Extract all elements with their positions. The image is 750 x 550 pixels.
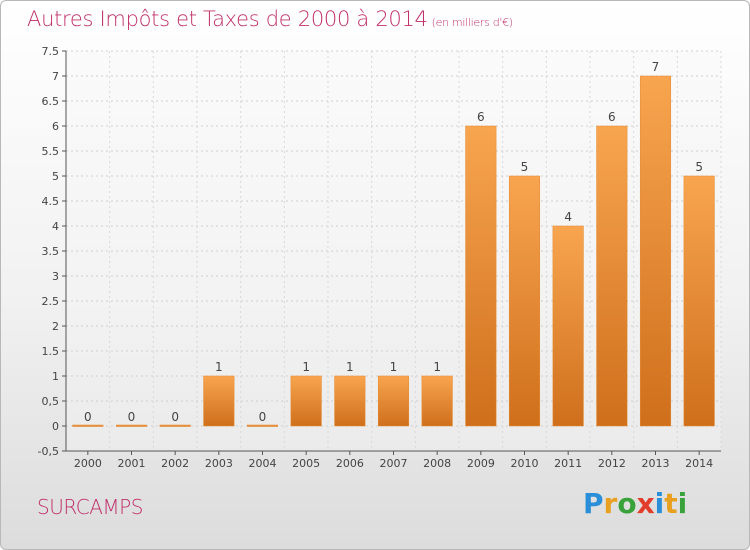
- y-tick-label: 3.5: [42, 245, 60, 258]
- x-tick-label: 2006: [336, 457, 364, 470]
- bar-value-label: 0: [171, 410, 179, 424]
- y-tick-label: 4: [52, 220, 59, 233]
- y-tick-label: 7: [52, 70, 59, 83]
- x-tick-label: 2013: [642, 457, 670, 470]
- bar-value-label: 1: [302, 360, 310, 374]
- y-tick-label: 3: [52, 270, 59, 283]
- bar-value-label: 1: [390, 360, 398, 374]
- bar-value-label: 0: [84, 410, 92, 424]
- bar: [203, 375, 235, 427]
- logo-letter: i: [654, 487, 665, 520]
- chart-title: Autres Impôts et Taxes de 2000 à 2014 (en…: [27, 7, 513, 31]
- bar: [377, 375, 410, 427]
- x-tick-label: 2010: [511, 457, 539, 470]
- logo-letter: r: [603, 487, 618, 520]
- x-tick-label: 2011: [554, 457, 582, 470]
- bar-value-label: 0: [259, 410, 267, 424]
- bars: [72, 75, 715, 427]
- axes: -0,5 0 0,5 1 1.5 2 2.5 3 3.5 4 4.5 5 5.5 6 6.5 7 7.5 2000…: [38, 45, 721, 470]
- bar-value-label: 1: [346, 360, 354, 374]
- y-tick-label: 4.5: [42, 195, 60, 208]
- logo-letter: P: [583, 487, 604, 520]
- bar: [596, 125, 628, 427]
- bar: [639, 75, 672, 427]
- x-tick-label: 2008: [423, 457, 451, 470]
- logo-letter: x: [636, 487, 655, 520]
- logo-letter: o: [617, 487, 637, 520]
- x-tick-label: 2000: [74, 457, 102, 470]
- bar-value-label: 4: [564, 210, 572, 224]
- y-tick-label: 2.5: [42, 295, 60, 308]
- bar-value-label: 5: [695, 160, 703, 174]
- proxiti-logo[interactable]: Proxiti: [583, 487, 687, 520]
- bar-value-label: 0: [128, 410, 136, 424]
- bar: [552, 225, 584, 427]
- logo-letter: i: [677, 487, 688, 520]
- commune-name: SURCAMPS: [37, 495, 143, 519]
- bar: [72, 424, 104, 427]
- y-tick-label: 1: [52, 370, 59, 383]
- y-tick-label: 0: [52, 420, 59, 433]
- chart-title-text: Autres Impôts et Taxes de 2000 à 2014: [27, 7, 428, 31]
- bar-value-label: 1: [215, 360, 223, 374]
- bar: [115, 424, 148, 427]
- bar: [159, 424, 191, 427]
- y-tick-label: 0,5: [42, 395, 60, 408]
- y-tick-label: 5: [52, 170, 59, 183]
- y-tick-label: 1.5: [42, 345, 60, 358]
- x-tick-label: 2005: [292, 457, 320, 470]
- x-tick-label: 2014: [685, 457, 713, 470]
- x-tick-label: 2003: [205, 457, 233, 470]
- bar-value-label: 6: [477, 110, 485, 124]
- bar: [246, 424, 279, 427]
- chart-unit: (en milliers d'€): [431, 16, 513, 29]
- value-labels: 0 0 0 1 0 1 1 1 1 6 5 4 6 7 5: [84, 60, 703, 424]
- logo-letter: t: [664, 487, 678, 520]
- bar-value-label: 6: [608, 110, 616, 124]
- bar: [465, 125, 497, 427]
- bar: [508, 175, 541, 427]
- y-tick-label: -0,5: [38, 445, 59, 458]
- y-tick-label: 7.5: [42, 45, 60, 58]
- bar-value-label: 1: [433, 360, 441, 374]
- bar: [290, 375, 322, 427]
- x-tick-label: 2004: [249, 457, 277, 470]
- x-tick-label: 2001: [118, 457, 146, 470]
- x-tick-label: 2007: [380, 457, 408, 470]
- bar-value-label: 5: [521, 160, 529, 174]
- y-tick-label: 6.5: [42, 95, 60, 108]
- bar: [421, 375, 453, 427]
- y-tick-label: 2: [52, 320, 59, 333]
- y-tick-label: 5.5: [42, 145, 60, 158]
- bar: [683, 175, 715, 427]
- x-tick-label: 2012: [598, 457, 626, 470]
- x-tick-label: 2002: [161, 457, 189, 470]
- bar: [334, 375, 366, 427]
- y-tick-label: 6: [52, 120, 59, 133]
- bar-value-label: 7: [652, 60, 660, 74]
- x-tick-label: 2009: [467, 457, 495, 470]
